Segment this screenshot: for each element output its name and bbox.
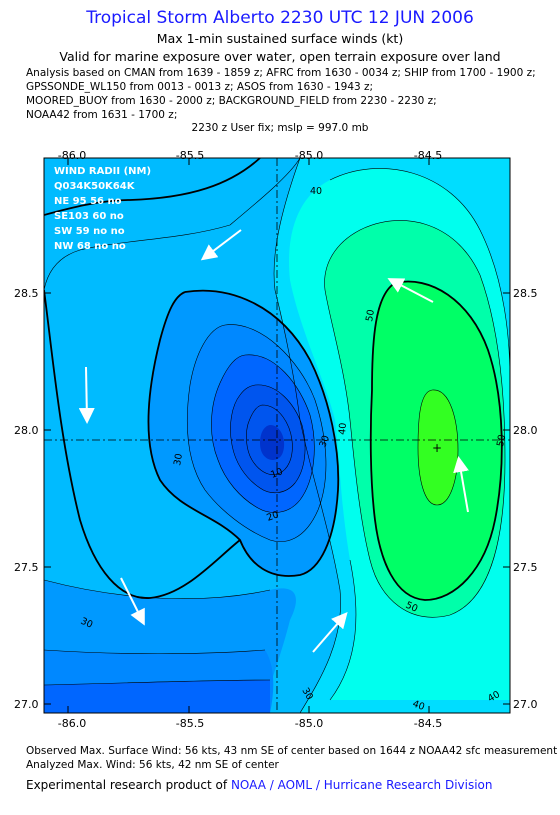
analysis-line: NOAA42 from 1631 - 1700 z; bbox=[26, 109, 178, 121]
wind-radii-row: NW 68 no no bbox=[54, 241, 126, 252]
lon-tick-label: -86.0 bbox=[58, 717, 86, 730]
contour-labels: 40 50 50 50 30 30 40 30 20 10 30 40 40 bbox=[79, 186, 508, 713]
contour-lines bbox=[44, 158, 510, 713]
wind-vectors bbox=[78, 229, 469, 653]
wind-arrow bbox=[453, 456, 469, 513]
subtitle: Max 1-min sustained surface winds (kt) bbox=[156, 31, 404, 46]
wind-arrow bbox=[387, 278, 434, 303]
lat-tick-label: 27.0 bbox=[14, 698, 39, 711]
tick-marks bbox=[44, 158, 510, 713]
credit-line: Experimental research product of NOAA / … bbox=[26, 778, 493, 792]
contour-fill-10 bbox=[44, 680, 270, 713]
contour-label: 50 bbox=[404, 600, 420, 615]
contour-label: 50 bbox=[495, 434, 508, 448]
contour-label: 50 bbox=[364, 309, 377, 323]
observed-max-wind: Observed Max. Surface Wind: 56 kts, 43 n… bbox=[26, 745, 558, 757]
contour-fill-30 bbox=[44, 158, 300, 290]
max-wind-marker: + bbox=[432, 441, 442, 455]
analyzed-max-wind: Analyzed Max. Wind: 56 kts, 42 nm SE of … bbox=[26, 759, 279, 771]
wind-arrow bbox=[200, 229, 242, 261]
lon-tick-label: -86.0 bbox=[58, 149, 86, 162]
lon-tick-label: -85.0 bbox=[295, 717, 323, 730]
lon-tick-label: -84.5 bbox=[414, 149, 442, 162]
lat-tick-label: 27.5 bbox=[14, 561, 39, 574]
lat-tick-label: 27.0 bbox=[513, 698, 538, 711]
lat-tick-label: 28.5 bbox=[14, 287, 39, 300]
contour-label: 40 bbox=[310, 186, 322, 197]
fix-line: 2230 z User fix; mslp = 997.0 mb bbox=[191, 122, 369, 134]
credit-prefix: Experimental research product of bbox=[26, 778, 228, 792]
wind-arrow bbox=[120, 577, 145, 626]
wind-radii-row: SE103 60 no bbox=[54, 211, 124, 222]
thick-contour-lines bbox=[44, 158, 503, 601]
lat-tick-label: 28.0 bbox=[14, 424, 39, 437]
lon-tick-label: -85.0 bbox=[295, 149, 323, 162]
contour-label: 40 bbox=[486, 689, 502, 705]
contour-label: 40 bbox=[411, 698, 426, 712]
analysis-line: Analysis based on CMAN from 1639 - 1859 … bbox=[26, 67, 536, 79]
wind-radii-header: Q034K50K64K bbox=[54, 181, 136, 192]
contour-label: 30 bbox=[317, 434, 331, 449]
contour-label: 30 bbox=[172, 453, 185, 467]
lat-tick-label: 28.5 bbox=[513, 287, 538, 300]
analysis-line: MOORED_BUOY from 1630 - 2000 z; BACKGROU… bbox=[26, 95, 437, 107]
lon-tick-label: -84.5 bbox=[414, 717, 442, 730]
analysis-line: GPSSONDE_WL150 from 0013 - 0013 z; ASOS … bbox=[26, 81, 374, 93]
credit-org-link[interactable]: NOAA / AOML / Hurricane Research Divisio… bbox=[230, 778, 493, 792]
wind-radii-row: NE 95 56 no bbox=[54, 196, 122, 207]
lat-tick-label: 27.5 bbox=[513, 561, 538, 574]
contour-label: 30 bbox=[299, 686, 315, 702]
contour-label: 10 bbox=[269, 466, 284, 480]
wind-radii-box: WIND RADII (NM) Q034K50K64K NE 95 56 no … bbox=[54, 166, 151, 252]
wind-radii-title: WIND RADII (NM) bbox=[54, 166, 151, 177]
lat-tick-label: 28.0 bbox=[513, 424, 538, 437]
page-title: Tropical Storm Alberto 2230 UTC 12 JUN 2… bbox=[86, 8, 474, 28]
contour-label: 40 bbox=[337, 422, 349, 435]
lat-tick-labels: 28.5 28.0 27.5 27.0 28.5 28.0 27.5 27.0 bbox=[14, 287, 538, 711]
wind-arrow bbox=[312, 611, 348, 653]
lon-tick-labels: -86.0 -85.5 -85.0 -84.5 -86.0 -85.5 -85.… bbox=[58, 149, 442, 730]
contour-fill-00 bbox=[260, 425, 285, 460]
contour-fill-55 bbox=[418, 389, 458, 505]
lon-tick-label: -85.5 bbox=[176, 717, 204, 730]
validity-line: Valid for marine exposure over water, op… bbox=[59, 49, 501, 64]
wind-radii-row: SW 59 no no bbox=[54, 226, 125, 237]
contour-label: 30 bbox=[79, 616, 95, 631]
wind-map: + WIND RADII (NM) Q034K50K64K NE 95 56 n… bbox=[14, 149, 538, 730]
wind-arrow bbox=[78, 366, 95, 424]
lon-tick-label: -85.5 bbox=[176, 149, 204, 162]
contour-label: 20 bbox=[265, 509, 280, 523]
